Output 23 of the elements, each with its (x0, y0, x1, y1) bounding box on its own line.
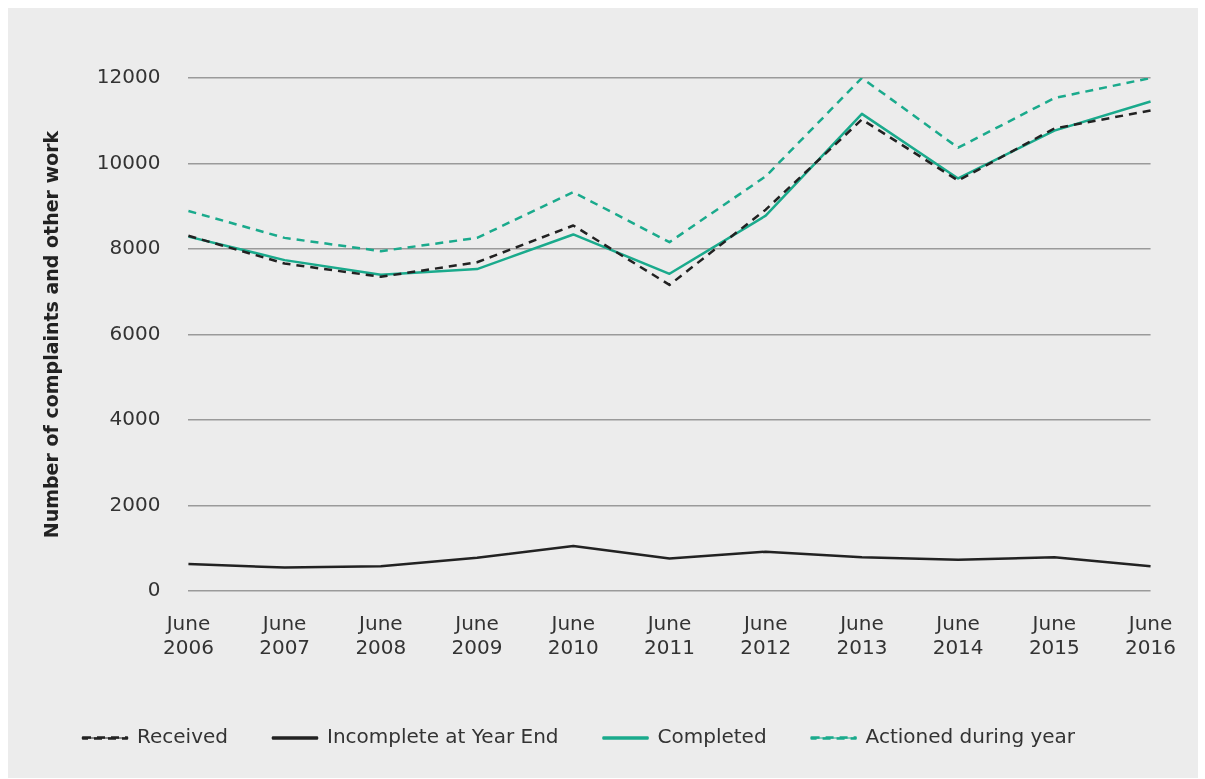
y-tick-label: 10000 (96, 149, 161, 174)
x-tick-label: June 2016 (1125, 611, 1176, 660)
legend-label: Completed (657, 724, 767, 749)
y-axis-title: Number of complaints and other work (40, 130, 63, 539)
x-tick-label: June 2014 (932, 611, 984, 660)
legend-label: Actioned during year (865, 724, 1076, 749)
x-tick-label: June 2008 (355, 611, 407, 660)
y-tick-label: 12000 (96, 64, 161, 89)
legend-label: Received (137, 724, 228, 749)
legend-label: Incomplete at Year End (327, 724, 559, 749)
x-tick-label: June 2007 (259, 611, 311, 660)
x-tick-label: June 2009 (451, 611, 503, 660)
x-tick-label: June 2013 (836, 611, 888, 660)
y-tick-label: 2000 (109, 491, 161, 516)
x-tick-label: June 2010 (547, 611, 599, 660)
y-tick-label: 6000 (109, 320, 161, 345)
x-tick-label: June 2015 (1028, 611, 1080, 660)
x-tick-label: June 2012 (740, 611, 792, 660)
y-tick-label: 4000 (109, 406, 161, 431)
y-tick-label: 0 (147, 577, 161, 602)
y-tick-label: 8000 (109, 235, 161, 260)
x-tick-label: June 2006 (162, 611, 214, 660)
x-tick-label: June 2011 (644, 611, 695, 660)
